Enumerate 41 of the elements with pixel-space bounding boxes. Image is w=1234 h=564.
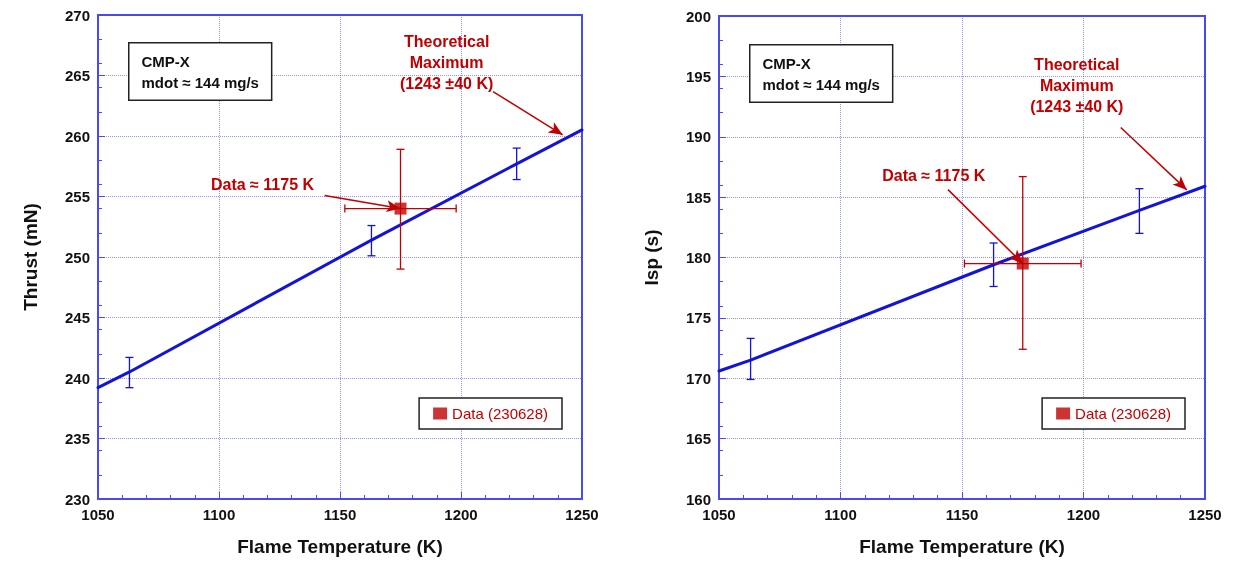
annotation: Theoretical Maximum (1243 ±40 K)	[400, 33, 494, 93]
y-tick-label: 165	[685, 430, 711, 448]
y-tick-label: 170	[685, 369, 711, 387]
x-tick-label: 1050	[702, 506, 736, 523]
y-tick-label: 160	[685, 490, 711, 508]
x-tick-label: 1250	[1188, 506, 1222, 523]
x-axis-title: Flame Temperature (K)	[859, 536, 1065, 557]
annotation: Data ≈ 1175 K	[210, 176, 315, 194]
y-tick-label: 250	[64, 248, 90, 266]
x-tick-label: 1100	[202, 506, 236, 523]
y-tick-label: 230	[64, 490, 90, 508]
y-tick-label: 200	[685, 7, 711, 25]
y-tick-label: 245	[64, 309, 90, 326]
y-tick-label: 190	[685, 128, 711, 146]
y-tick-label: 175	[685, 309, 711, 327]
annotation: CMP-X mdot ≈ 144 mg/s	[141, 52, 259, 91]
annotation: CMP-X mdot ≈ 144 mg/s	[762, 54, 880, 93]
legend-label: Data (230628)	[1075, 405, 1172, 422]
y-axis-title: Thrust (mN)	[20, 203, 41, 311]
x-tick-label: 1200	[444, 506, 478, 523]
y-tick-label: 195	[685, 67, 711, 85]
y-tick-label: 270	[64, 6, 90, 24]
y-tick-label: 235	[64, 430, 90, 447]
legend-label: Data (230628)	[452, 405, 549, 422]
x-tick-label: 1150	[323, 506, 357, 523]
x-tick-label: 1200	[1066, 506, 1101, 523]
x-tick-label: 1250	[565, 506, 599, 523]
y-tick-label: 265	[64, 67, 90, 84]
x-tick-label: 1100	[824, 506, 857, 523]
annotation: Theoretical Maximum (1243 ±40 K)	[1030, 56, 1124, 116]
y-tick-label: 260	[64, 127, 90, 145]
y-axis-title: Isp (s)	[641, 229, 662, 286]
annotation: Data ≈ 1175 K	[882, 167, 986, 185]
y-tick-label: 240	[64, 369, 90, 387]
y-tick-label: 185	[685, 188, 711, 206]
x-tick-label: 1150	[945, 506, 979, 523]
x-axis-title: Flame Temperature (K)	[237, 536, 443, 557]
y-tick-label: 180	[685, 249, 711, 266]
line-series	[96, 128, 584, 390]
x-tick-label: 1050	[81, 506, 115, 523]
y-tick-label: 255	[64, 188, 90, 205]
